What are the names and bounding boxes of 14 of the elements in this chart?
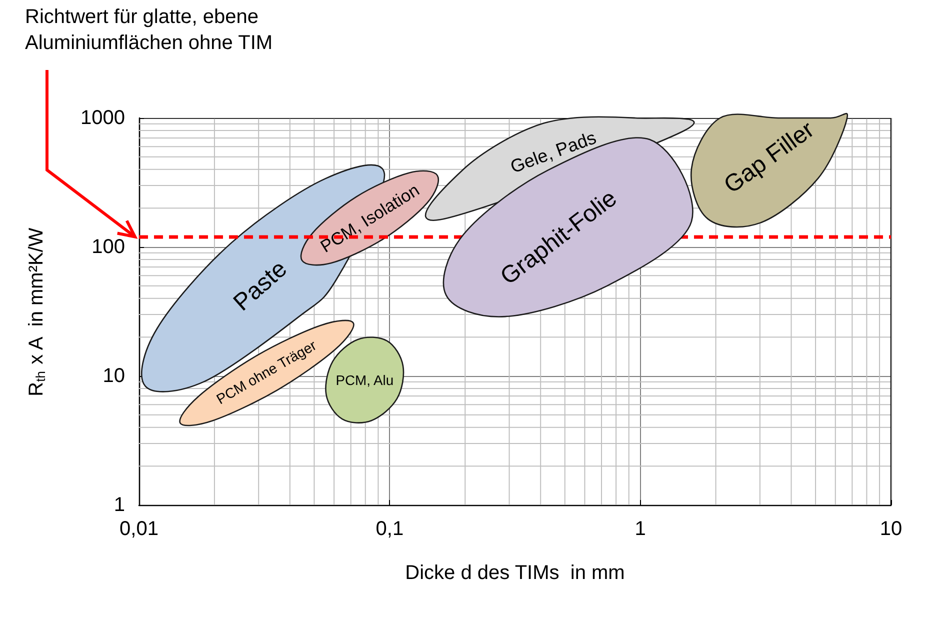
x-tick-label: 0,1 <box>376 518 404 540</box>
x-tick-label: 1 <box>634 518 646 540</box>
series-label: Gap Filler <box>719 116 820 200</box>
series-label: PCM, Alu <box>336 372 394 388</box>
x-tick-label: 10 <box>880 518 902 540</box>
y-axis-title: Rth x A in mm²K/W <box>26 228 48 396</box>
x-tick-label: 0,01 <box>120 518 158 540</box>
y-tick-label: 100 <box>92 236 125 258</box>
ref-line-label: Richtwert für glatte, ebene Aluminiumflächen ohne TIM <box>25 5 274 56</box>
x-axis-title: Dicke d des TIMs in mm <box>405 562 625 584</box>
y-tick-label: 1000 <box>80 107 125 129</box>
y-tick-label: 1 <box>114 494 125 516</box>
y-tick-label: 10 <box>102 365 125 387</box>
series-label: Gele, Pads <box>508 127 599 177</box>
